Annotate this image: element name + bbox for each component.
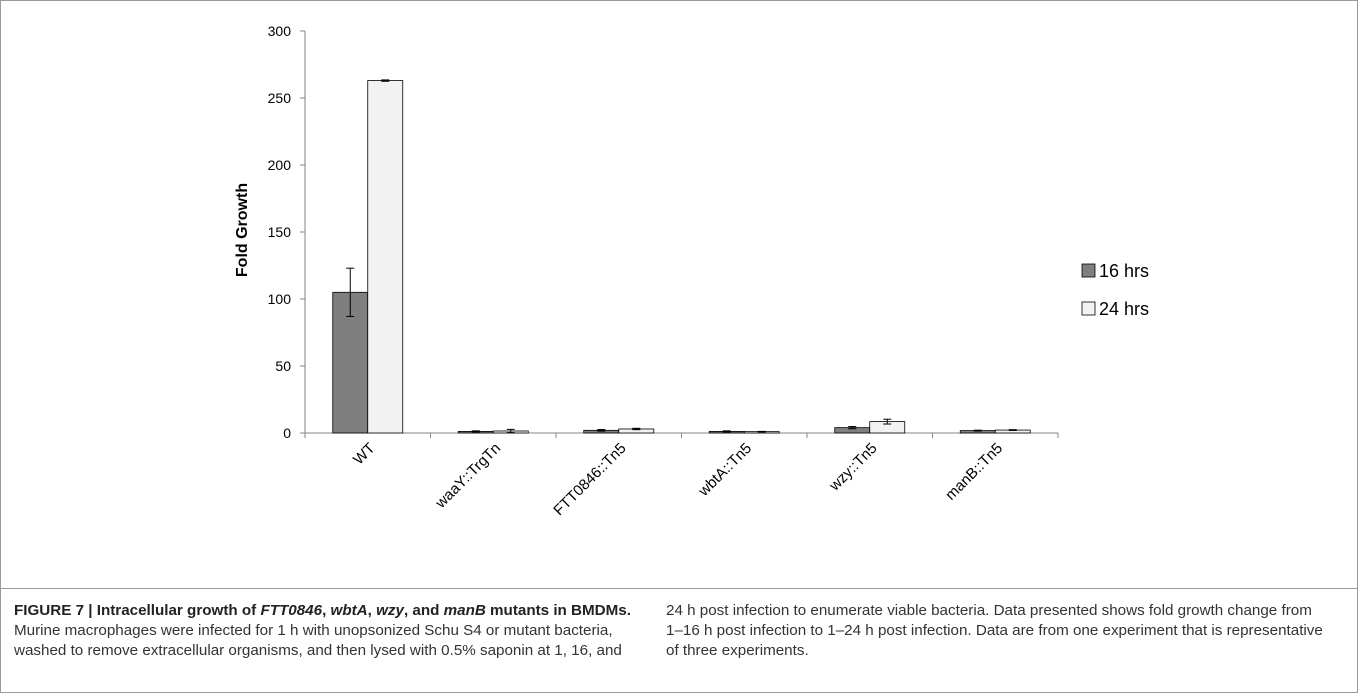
x-tick-label: waaY::TrgTn [432, 440, 504, 512]
y-tick-label: 100 [268, 291, 292, 307]
x-tick-label: WT [350, 440, 379, 469]
legend-swatch [1081, 301, 1096, 316]
caption-title-tail: mutants in BMDMs. [485, 602, 631, 619]
caption-gene-4: manB [443, 602, 486, 619]
y-axis-label: Fold Growth [234, 183, 251, 277]
caption-sep-2: , [367, 602, 377, 619]
caption-title: FIGURE 7 | Intracellular growth of FTT08… [14, 602, 631, 619]
y-tick-label: 0 [283, 425, 291, 441]
legend-swatch [1081, 263, 1096, 278]
caption-sep-3: , and [403, 602, 444, 619]
x-tick-label: wbtA::Tn5 [695, 440, 755, 500]
y-axis: 0 50 100 150 200 250 300 [268, 23, 306, 441]
y-tick-label: 250 [268, 90, 292, 106]
bar [332, 291, 369, 434]
caption-gene-3: wzy [376, 602, 404, 619]
x-tick-label: wzy::Tn5 [825, 440, 880, 495]
caption-label: FIGURE 7 | Intracellular growth of [14, 602, 261, 619]
x-tick-label: manB::Tn5 [942, 440, 1006, 504]
figure-caption: FIGURE 7 | Intracellular growth of FTT08… [0, 588, 1358, 693]
bar [367, 80, 404, 434]
y-tick-label: 150 [268, 224, 292, 240]
bar-chart: 0 50 100 150 200 250 300 WT waaY::TrgTn FTT0846:… [234, 23, 1149, 519]
y-tick-label: 200 [268, 157, 292, 173]
x-tick-label: FTT0846::Tn5 [550, 440, 629, 519]
caption-left-column: FIGURE 7 | Intracellular growth of FTT08… [14, 601, 640, 662]
legend-label: 24 hrs [1099, 299, 1149, 319]
caption-gene-1: FTT0846 [260, 602, 323, 619]
caption-gene-2: wbtA [330, 602, 368, 619]
caption-body-right: 24 h post infection to enumerate viable … [666, 602, 1323, 660]
caption-sep-1: , [322, 602, 331, 619]
bars [332, 79, 1031, 434]
caption-body-left: Murine macrophages were infected for 1 h… [14, 622, 622, 660]
caption-right-column: 24 h post infection to enumerate viable … [666, 601, 1326, 662]
legend: 16 hrs 24 hrs [1081, 261, 1149, 319]
x-axis: WT waaY::TrgTn FTT0846::Tn5 wbtA::Tn5 wzy::T… [304, 432, 1059, 519]
legend-label: 16 hrs [1099, 261, 1149, 281]
y-tick-label: 300 [268, 23, 292, 39]
y-tick-label: 50 [275, 358, 291, 374]
